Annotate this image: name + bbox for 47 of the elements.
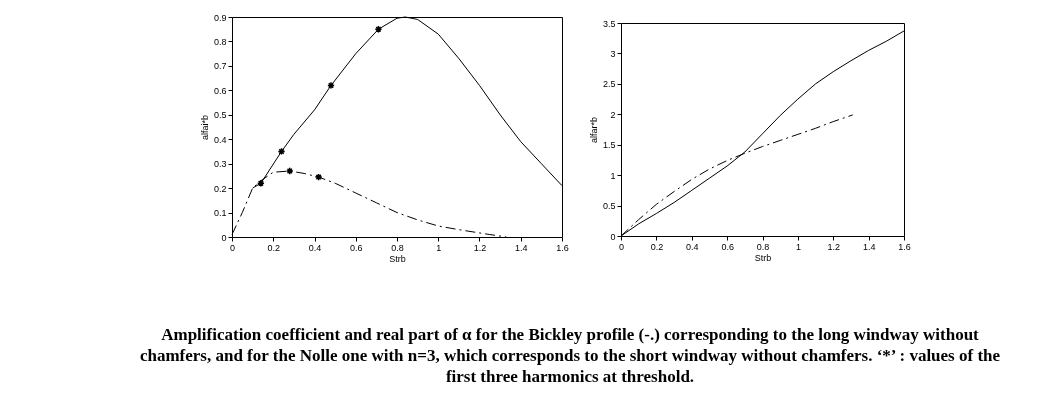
y-axis-title: alfai*b	[199, 114, 210, 141]
y-tick-label: 0.4	[213, 134, 227, 145]
point	[374, 25, 383, 34]
y-tick-label: 1.5	[602, 140, 616, 151]
x-tick-label: 0.8	[756, 241, 770, 252]
point	[285, 167, 294, 175]
y-tick-label: 2	[610, 109, 616, 120]
point	[256, 179, 265, 188]
x-tick-label: 0.2	[650, 241, 664, 252]
y-tick-label: 0.6	[213, 85, 227, 96]
y-tick-label: 2.5	[602, 79, 616, 90]
x-tick-label: 1.2	[827, 241, 841, 252]
y-tick-label: 0.3	[213, 159, 227, 170]
y-tick-label: 0.8	[213, 36, 227, 47]
y-tick-label: 0.5	[602, 201, 616, 212]
y-tick-label: 0.5	[213, 110, 227, 121]
x-tick-label: 0.4	[308, 242, 322, 253]
x-tick-label: 1.6	[556, 242, 569, 253]
point	[327, 81, 335, 90]
y-axis-title: alfar*b	[588, 116, 599, 144]
x-tick-label: 1.2	[473, 242, 487, 253]
x-tick-label: 0.4	[685, 241, 699, 252]
y-tick-label: 3.5	[602, 18, 616, 29]
x-tick-label: 1	[436, 242, 442, 253]
y-tick-label: 0	[610, 231, 616, 242]
x-tick-label: 0.2	[267, 242, 281, 253]
y-tick-label: 0.2	[213, 183, 227, 194]
x-axis-title: Strb	[754, 252, 772, 263]
x-tick-label: 0	[229, 242, 236, 253]
y-tick-label: 0	[221, 232, 227, 243]
x-tick-label: 1.4	[862, 241, 876, 252]
y-tick-label: 1	[610, 170, 616, 181]
x-tick-label: 0	[618, 241, 625, 252]
x-tick-label: 0.8	[391, 242, 404, 253]
x-tick-label: 0.6	[721, 241, 734, 252]
y-tick-label: 0.7	[213, 61, 227, 72]
x-axis-title: Strb	[389, 253, 406, 264]
x-tick-label: 1.6	[898, 241, 911, 252]
y-tick-label: 0.9	[213, 12, 227, 23]
y-tick-label: 3	[610, 48, 616, 59]
x-tick-label: 1.4	[514, 242, 528, 253]
x-tick-label: 1	[795, 241, 801, 252]
point	[277, 147, 286, 156]
y-tick-label: 0.1	[213, 208, 227, 219]
point	[314, 173, 323, 182]
x-tick-label: 0.6	[349, 242, 363, 253]
text: Amplification coefficient and real part of α for the Bickley profile (-.) corresponding to the long windway without chamfers, and for the Nolle one with n=3, which corresponds to the short windway without chamfers. ‘*’ : values of the first three harmonics at threshold.	[138, 324, 1002, 387]
